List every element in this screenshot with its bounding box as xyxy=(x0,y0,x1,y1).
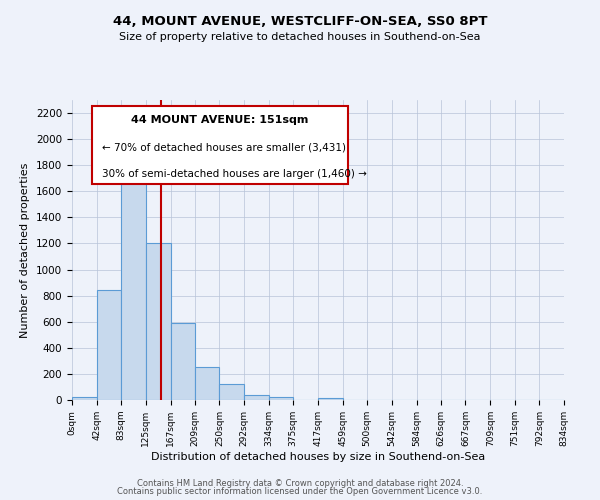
Bar xyxy=(220,384,244,400)
Bar xyxy=(244,395,269,400)
Text: 30% of semi-detached houses are larger (1,460) →: 30% of semi-detached houses are larger (… xyxy=(101,169,367,179)
Bar xyxy=(195,368,220,400)
Bar xyxy=(72,396,97,400)
Text: ← 70% of detached houses are smaller (3,431): ← 70% of detached houses are smaller (3,… xyxy=(101,142,346,152)
Text: Contains HM Land Registry data © Crown copyright and database right 2024.: Contains HM Land Registry data © Crown c… xyxy=(137,478,463,488)
Y-axis label: Number of detached properties: Number of detached properties xyxy=(20,162,31,338)
Bar xyxy=(121,165,146,400)
X-axis label: Distribution of detached houses by size in Southend-on-Sea: Distribution of detached houses by size … xyxy=(151,452,485,462)
Bar xyxy=(269,396,293,400)
Bar xyxy=(97,290,121,400)
Text: Contains public sector information licensed under the Open Government Licence v3: Contains public sector information licen… xyxy=(118,487,482,496)
Text: Size of property relative to detached houses in Southend-on-Sea: Size of property relative to detached ho… xyxy=(119,32,481,42)
Bar xyxy=(318,398,343,400)
Bar xyxy=(146,244,170,400)
Bar xyxy=(170,323,195,400)
Text: 44, MOUNT AVENUE, WESTCLIFF-ON-SEA, SS0 8PT: 44, MOUNT AVENUE, WESTCLIFF-ON-SEA, SS0 … xyxy=(113,15,487,28)
Text: 44 MOUNT AVENUE: 151sqm: 44 MOUNT AVENUE: 151sqm xyxy=(131,115,308,125)
FancyBboxPatch shape xyxy=(92,106,347,184)
